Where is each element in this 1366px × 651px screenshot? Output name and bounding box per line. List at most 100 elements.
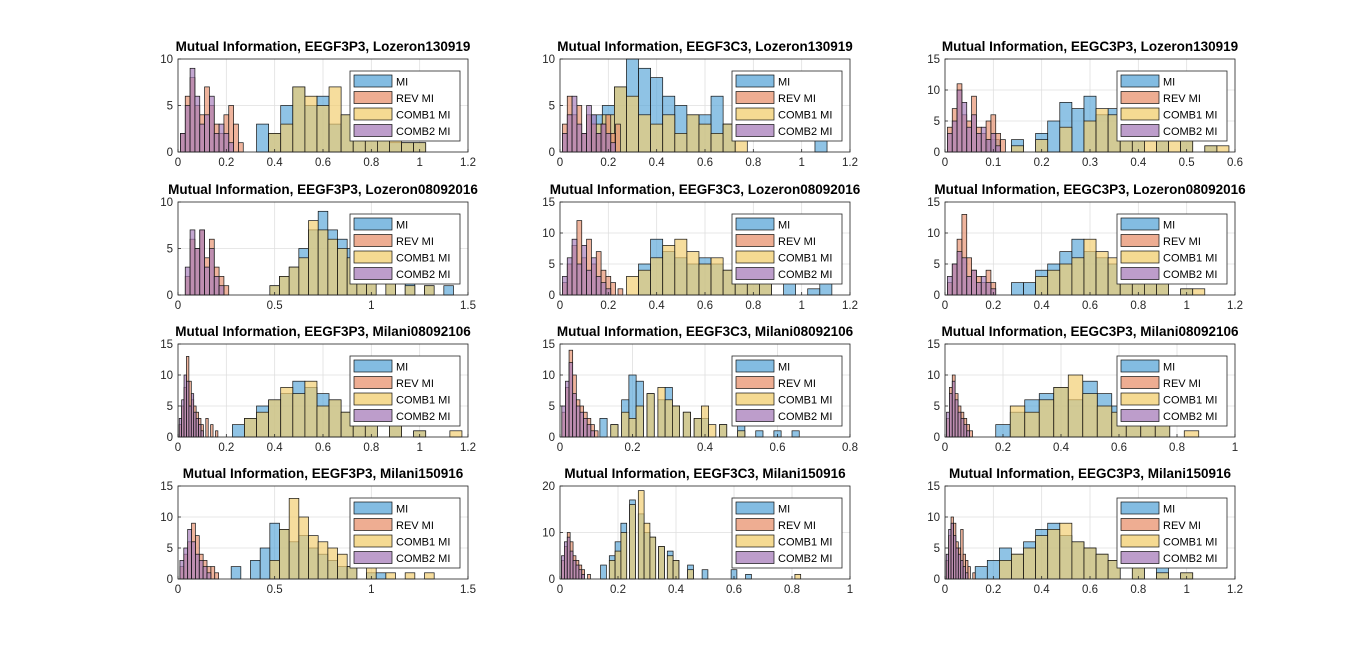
legend-label: MI	[396, 220, 408, 232]
y-tick-label: 5	[934, 259, 940, 271]
bar-rev-mi	[617, 288, 624, 296]
bar-comb1-mi	[317, 541, 329, 580]
bar-comb2-mi	[180, 133, 186, 153]
bar-comb1-mi	[1192, 288, 1206, 296]
x-tick-label: 0	[557, 300, 563, 312]
legend-label: MI	[396, 77, 408, 89]
bar-mi	[600, 564, 607, 580]
bar-rev-mi	[1000, 139, 1006, 153]
bar-comb1-mi	[608, 560, 616, 580]
bar-comb1-mi	[1067, 374, 1084, 438]
x-tick-label: 1.2	[1227, 584, 1243, 596]
x-tick-label: 0.6	[315, 442, 331, 454]
legend-label: COMB1 MI	[1163, 253, 1217, 265]
bar-comb1-mi	[1144, 282, 1157, 296]
x-tick-label: 0.2	[995, 442, 1011, 454]
y-tick-label: 0	[549, 147, 555, 159]
x-tick-label: 0.4	[267, 442, 284, 454]
y-tick-label: 0	[167, 574, 173, 586]
bar-mi	[783, 282, 796, 296]
x-tick-label: 0.2	[1034, 157, 1050, 169]
bar-comb1-mi	[404, 572, 416, 580]
bar-comb1-mi	[1095, 553, 1109, 580]
legend-swatch	[735, 107, 775, 121]
x-tick-label: 0.2	[218, 157, 234, 169]
bar-comb1-mi	[621, 411, 630, 438]
bar-comb1-mi	[1011, 145, 1024, 153]
bar-comb1-mi	[1096, 405, 1113, 438]
bar-comb1-mi	[1038, 399, 1055, 438]
legend-swatch	[735, 217, 775, 231]
x-tick-label: 0	[942, 157, 948, 169]
bar-comb1-mi	[638, 114, 651, 153]
x-tick-label: 0.6	[315, 157, 331, 169]
bar-comb2-mi	[966, 126, 972, 153]
bar-mi	[745, 573, 752, 580]
legend-label: REV MI	[396, 93, 434, 105]
bar-comb2-mi	[595, 133, 602, 153]
x-tick-label: 0.5	[267, 300, 283, 312]
bar-comb2-mi	[955, 547, 959, 580]
bar-comb1-mi	[662, 245, 676, 296]
x-tick-label: 0.2	[625, 442, 641, 454]
legend-label: COMB1 MI	[778, 253, 832, 265]
legend-swatch	[1120, 250, 1160, 264]
bar-comb1-mi	[298, 516, 309, 580]
y-tick-label: 10	[927, 370, 940, 382]
bar-comb2-mi	[561, 555, 565, 580]
bar-comb2-mi	[571, 95, 578, 153]
y-tick-label: 15	[927, 339, 940, 351]
bar-comb1-mi	[279, 529, 290, 580]
bar-comb1-mi	[999, 560, 1012, 580]
bar-comb2-mi	[576, 263, 583, 296]
bar-comb2-mi	[946, 411, 950, 438]
bar-mi	[755, 430, 764, 438]
bar-comb2-mi	[578, 569, 583, 580]
bar-rev-mi	[233, 123, 239, 153]
legend-swatch	[1120, 551, 1160, 564]
legend-label: COMB2 MI	[396, 411, 450, 423]
bar-comb1-mi	[304, 380, 318, 438]
bar-comb2-mi	[194, 248, 201, 296]
bar-comb1-mi	[304, 95, 318, 153]
bar-comb2-mi	[961, 257, 968, 296]
bar-comb2-mi	[965, 572, 969, 580]
bar-mi	[1011, 282, 1024, 296]
bar-comb2-mi	[194, 95, 201, 153]
bar-comb2-mi	[189, 229, 196, 296]
legend: MI REV MI COMB1 MI COMB2 MI	[1116, 355, 1228, 427]
legend: MI REV MI COMB1 MI COMB2 MI	[731, 355, 843, 427]
y-tick-label: 0	[934, 574, 940, 586]
bar-comb1-mi	[710, 257, 724, 296]
bar-mi	[250, 560, 261, 580]
y-tick-label: 10	[542, 370, 555, 382]
bar-comb2-mi	[947, 133, 953, 153]
bar-comb1-mi	[288, 498, 300, 580]
x-tick-label: 0.2	[610, 584, 626, 596]
bar-comb1-mi	[1156, 282, 1169, 296]
legend-label: COMB2 MI	[396, 126, 450, 138]
bar-comb1-mi	[268, 399, 282, 438]
x-tick-label: 1	[798, 300, 804, 312]
bar-mi	[701, 569, 709, 580]
subplot-title: Mutual Information, EEGF3P3, Lozeron1309…	[176, 39, 471, 54]
legend: MI REV MI COMB1 MI COMB2 MI	[1116, 497, 1228, 569]
legend-swatch	[735, 74, 775, 88]
y-tick-label: 10	[542, 228, 555, 240]
bar-comb2-mi	[960, 418, 965, 438]
bar-comb2-mi	[950, 522, 954, 580]
legend-swatch	[1120, 501, 1160, 515]
bar-comb1-mi	[794, 573, 802, 580]
x-tick-label: 1	[847, 584, 853, 596]
legend-label: COMB2 MI	[396, 269, 450, 281]
x-tick-label: 0	[557, 442, 563, 454]
x-tick-label: 0.4	[1034, 584, 1051, 596]
legend: MI REV MI COMB1 MI COMB2 MI	[1116, 70, 1228, 142]
x-tick-label: 0.5	[1179, 157, 1195, 169]
bar-comb2-mi	[595, 276, 602, 296]
x-tick-label: 1	[1183, 584, 1189, 596]
legend-swatch	[735, 534, 775, 548]
bar-comb1-mi	[1083, 547, 1097, 580]
